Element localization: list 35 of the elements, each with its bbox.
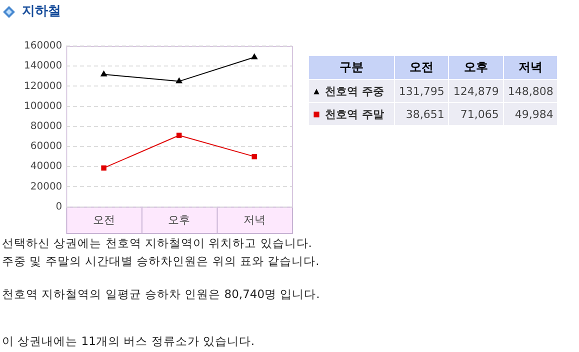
category-label: 저녁 [503, 56, 558, 80]
category-label: 오후 [448, 56, 504, 80]
data-label: 38,651 [394, 102, 449, 126]
point [100, 70, 107, 76]
point [251, 54, 258, 60]
y-tick-label: 160000 [24, 40, 62, 52]
data-label: 131,795 [394, 80, 449, 102]
data-label: 71,065 [448, 102, 504, 126]
x-tick-label: 오후 [168, 213, 190, 226]
point [176, 78, 182, 84]
y-tick-label: 140000 [24, 60, 62, 72]
text: 주중 및 주말의 시간대별 승하차인원은 위의 표와 같습니다. [2, 254, 320, 269]
point [252, 154, 257, 160]
data-label: 124,879 [448, 80, 504, 102]
chart-title: 지하철 [22, 3, 61, 20]
text: 천호역 지하철역의 일평균 승하차 인원은 80,740명 입니다. [2, 287, 320, 302]
point [101, 165, 106, 171]
data-label: 148,808 [503, 80, 558, 102]
text: 이 상권내에는 11개의 버스 정류소가 있습니다. [2, 334, 255, 349]
x-tick-label: 저녁 [243, 213, 266, 226]
x-tick-label: 오전 [92, 213, 115, 226]
text: 선택하신 상권에는 천호역 지하철역이 위치하고 있습니다. [2, 236, 312, 251]
y-tick-label: 60000 [30, 141, 62, 152]
data-label: 49,984 [503, 102, 558, 126]
category-label: 오전 [394, 56, 449, 80]
series-label: 천호역 주말 [308, 102, 394, 126]
y-tick-label: 120000 [24, 80, 62, 92]
y-tick-label: 40000 [30, 161, 62, 172]
y-tick-label: 20000 [30, 181, 62, 192]
y-tick-label: 0 [56, 201, 62, 212]
y-tick-label: 100000 [24, 100, 62, 112]
point [176, 132, 182, 138]
series-label: 천호역 주중 [308, 80, 394, 102]
y-tick-label: 80000 [30, 120, 62, 132]
legend-title: 구분 [308, 56, 394, 80]
